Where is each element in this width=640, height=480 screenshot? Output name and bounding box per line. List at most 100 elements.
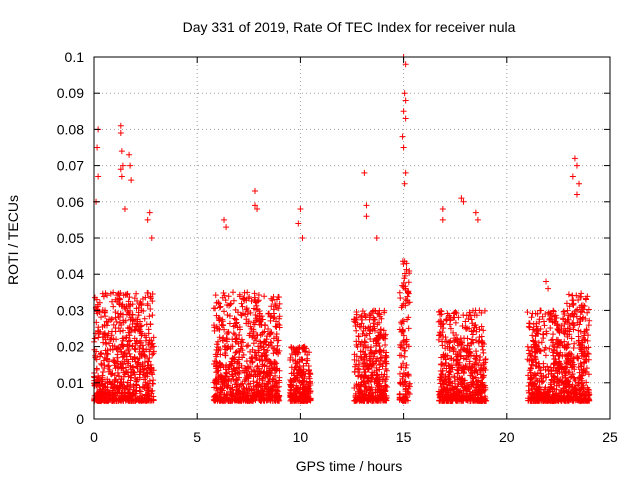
data-point	[276, 300, 283, 307]
data-point	[298, 372, 305, 379]
data-point	[276, 313, 283, 320]
data-point	[400, 337, 407, 344]
data-point	[243, 369, 250, 376]
data-point	[216, 373, 223, 380]
data-point	[244, 311, 251, 318]
data-point	[288, 345, 295, 352]
data-point	[358, 320, 365, 327]
data-point	[226, 312, 233, 319]
data-point	[228, 386, 235, 393]
data-point	[107, 346, 114, 353]
data-point	[133, 290, 140, 297]
data-point	[358, 381, 365, 388]
data-point	[266, 331, 273, 338]
data-point	[300, 345, 307, 352]
data-point	[113, 346, 120, 353]
data-point	[290, 391, 297, 398]
data-point	[396, 289, 403, 296]
data-point	[136, 388, 143, 395]
data-point	[226, 363, 233, 370]
data-point	[135, 312, 142, 319]
data-point	[243, 306, 250, 313]
data-point	[367, 328, 374, 335]
data-point	[104, 379, 111, 386]
data-point	[380, 347, 387, 354]
data-point	[147, 361, 154, 368]
data-point	[357, 387, 364, 394]
data-point	[267, 391, 274, 398]
data-point	[261, 293, 268, 300]
data-point	[235, 397, 242, 404]
data-point	[94, 306, 101, 313]
data-point	[353, 314, 360, 321]
data-point	[119, 395, 126, 402]
data-point	[238, 312, 245, 319]
data-point	[128, 368, 135, 375]
data-point	[375, 335, 382, 342]
data-point	[245, 295, 252, 302]
data-point	[276, 322, 283, 329]
x-axis-label: GPS time / hours	[296, 458, 403, 474]
data-point	[382, 384, 389, 391]
data-point	[376, 307, 383, 314]
data-point	[473, 352, 480, 359]
data-point	[236, 374, 243, 381]
data-point	[406, 390, 413, 397]
data-point	[114, 354, 121, 361]
data-point	[235, 340, 242, 347]
data-point	[142, 294, 149, 301]
data-point	[145, 358, 152, 365]
data-point	[229, 343, 236, 350]
data-point	[294, 386, 301, 393]
data-point	[456, 389, 463, 396]
data-point	[238, 336, 245, 343]
data-point	[275, 337, 282, 344]
data-point	[367, 355, 374, 362]
data-point	[405, 343, 412, 350]
data-point	[287, 387, 294, 394]
data-point	[295, 369, 302, 376]
data-point	[303, 388, 310, 395]
data-point	[212, 378, 219, 385]
data-point	[376, 343, 383, 350]
data-point	[399, 258, 406, 265]
data-point	[232, 316, 239, 323]
data-point	[352, 323, 359, 330]
data-point	[272, 302, 279, 309]
data-point	[291, 375, 298, 382]
data-point	[272, 397, 279, 404]
data-point	[147, 293, 154, 300]
data-point	[120, 317, 127, 324]
data-point	[374, 321, 381, 328]
data-point	[225, 293, 232, 300]
data-point	[118, 349, 125, 356]
data-point	[369, 369, 376, 376]
data-point	[216, 392, 223, 399]
data-point	[240, 367, 247, 374]
data-point	[248, 297, 255, 304]
data-point	[230, 297, 237, 304]
data-point	[233, 349, 240, 356]
data-point	[239, 347, 246, 354]
data-point	[232, 377, 239, 384]
data-point	[147, 306, 154, 313]
data-point	[110, 289, 117, 296]
data-point	[142, 392, 149, 399]
data-point	[398, 304, 405, 311]
data-point	[472, 321, 479, 328]
data-point	[255, 297, 262, 304]
data-point	[478, 323, 485, 330]
data-point	[258, 368, 265, 375]
data-point	[249, 354, 256, 361]
data-point	[362, 380, 369, 387]
data-point	[125, 346, 132, 353]
data-point	[397, 379, 404, 386]
data-point	[469, 320, 476, 327]
data-point	[144, 370, 151, 377]
data-point	[482, 355, 489, 362]
data-point	[261, 362, 268, 369]
data-point	[230, 396, 237, 403]
data-point	[247, 309, 254, 316]
data-point	[127, 377, 134, 384]
